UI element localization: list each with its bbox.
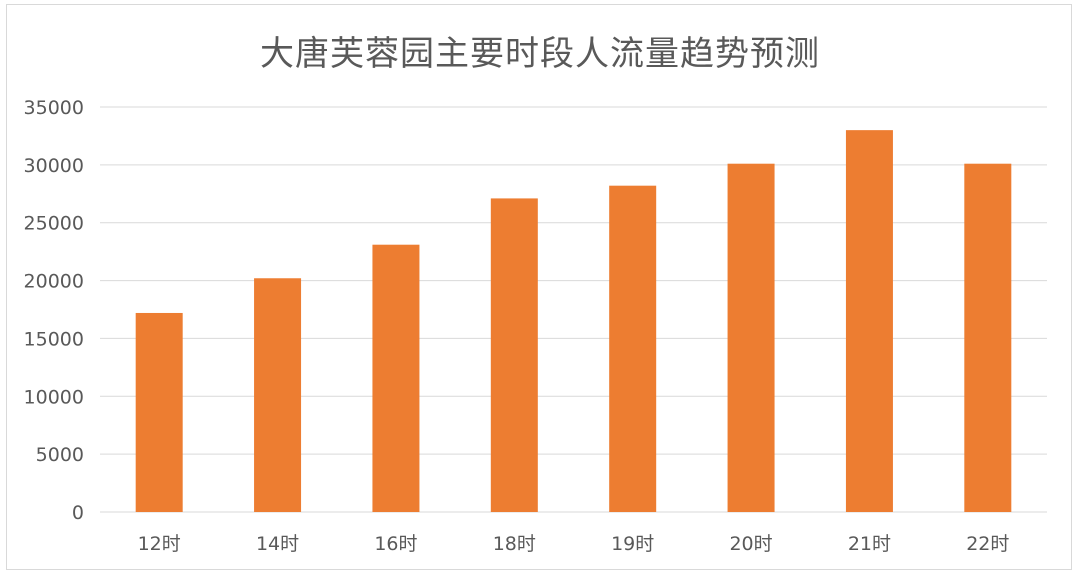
x-tick-label: 20时 xyxy=(729,533,772,555)
bar-3 xyxy=(490,198,538,512)
y-tick-label: 20000 xyxy=(24,271,84,293)
x-tick-label: 22时 xyxy=(966,533,1009,555)
bar-0 xyxy=(135,312,183,512)
y-tick-label: 5000 xyxy=(36,444,84,466)
y-tick-label: 25000 xyxy=(24,213,84,235)
bar-5 xyxy=(727,163,775,512)
bars xyxy=(135,130,1012,512)
bar-6 xyxy=(845,130,893,512)
x-tick-label: 16时 xyxy=(374,533,417,555)
bar-7 xyxy=(964,163,1012,512)
x-tick-label: 19时 xyxy=(611,533,654,555)
x-axis-ticks: 12时 14时 16时 18时 19时 20时 21时 22时 xyxy=(138,533,1010,555)
x-tick-label: 14时 xyxy=(256,533,299,555)
y-tick-label: 10000 xyxy=(24,386,84,408)
bar-4 xyxy=(609,185,657,512)
chart-title: 大唐芙蓉园主要时段人流量趋势预测 xyxy=(260,34,820,74)
y-tick-label: 35000 xyxy=(24,97,84,119)
x-tick-label: 12时 xyxy=(138,533,181,555)
y-axis-ticks: 0 5000 10000 15000 20000 25000 30000 35000 xyxy=(24,97,84,524)
gridlines xyxy=(100,106,1047,513)
bar-2 xyxy=(372,244,420,512)
x-tick-label: 21时 xyxy=(848,533,891,555)
y-tick-label: 15000 xyxy=(24,328,84,350)
y-tick-label: 30000 xyxy=(24,155,84,177)
x-tick-label: 18时 xyxy=(493,533,536,555)
y-tick-label: 0 xyxy=(72,502,84,524)
chart-frame xyxy=(6,4,1072,570)
bar-1 xyxy=(254,278,302,512)
